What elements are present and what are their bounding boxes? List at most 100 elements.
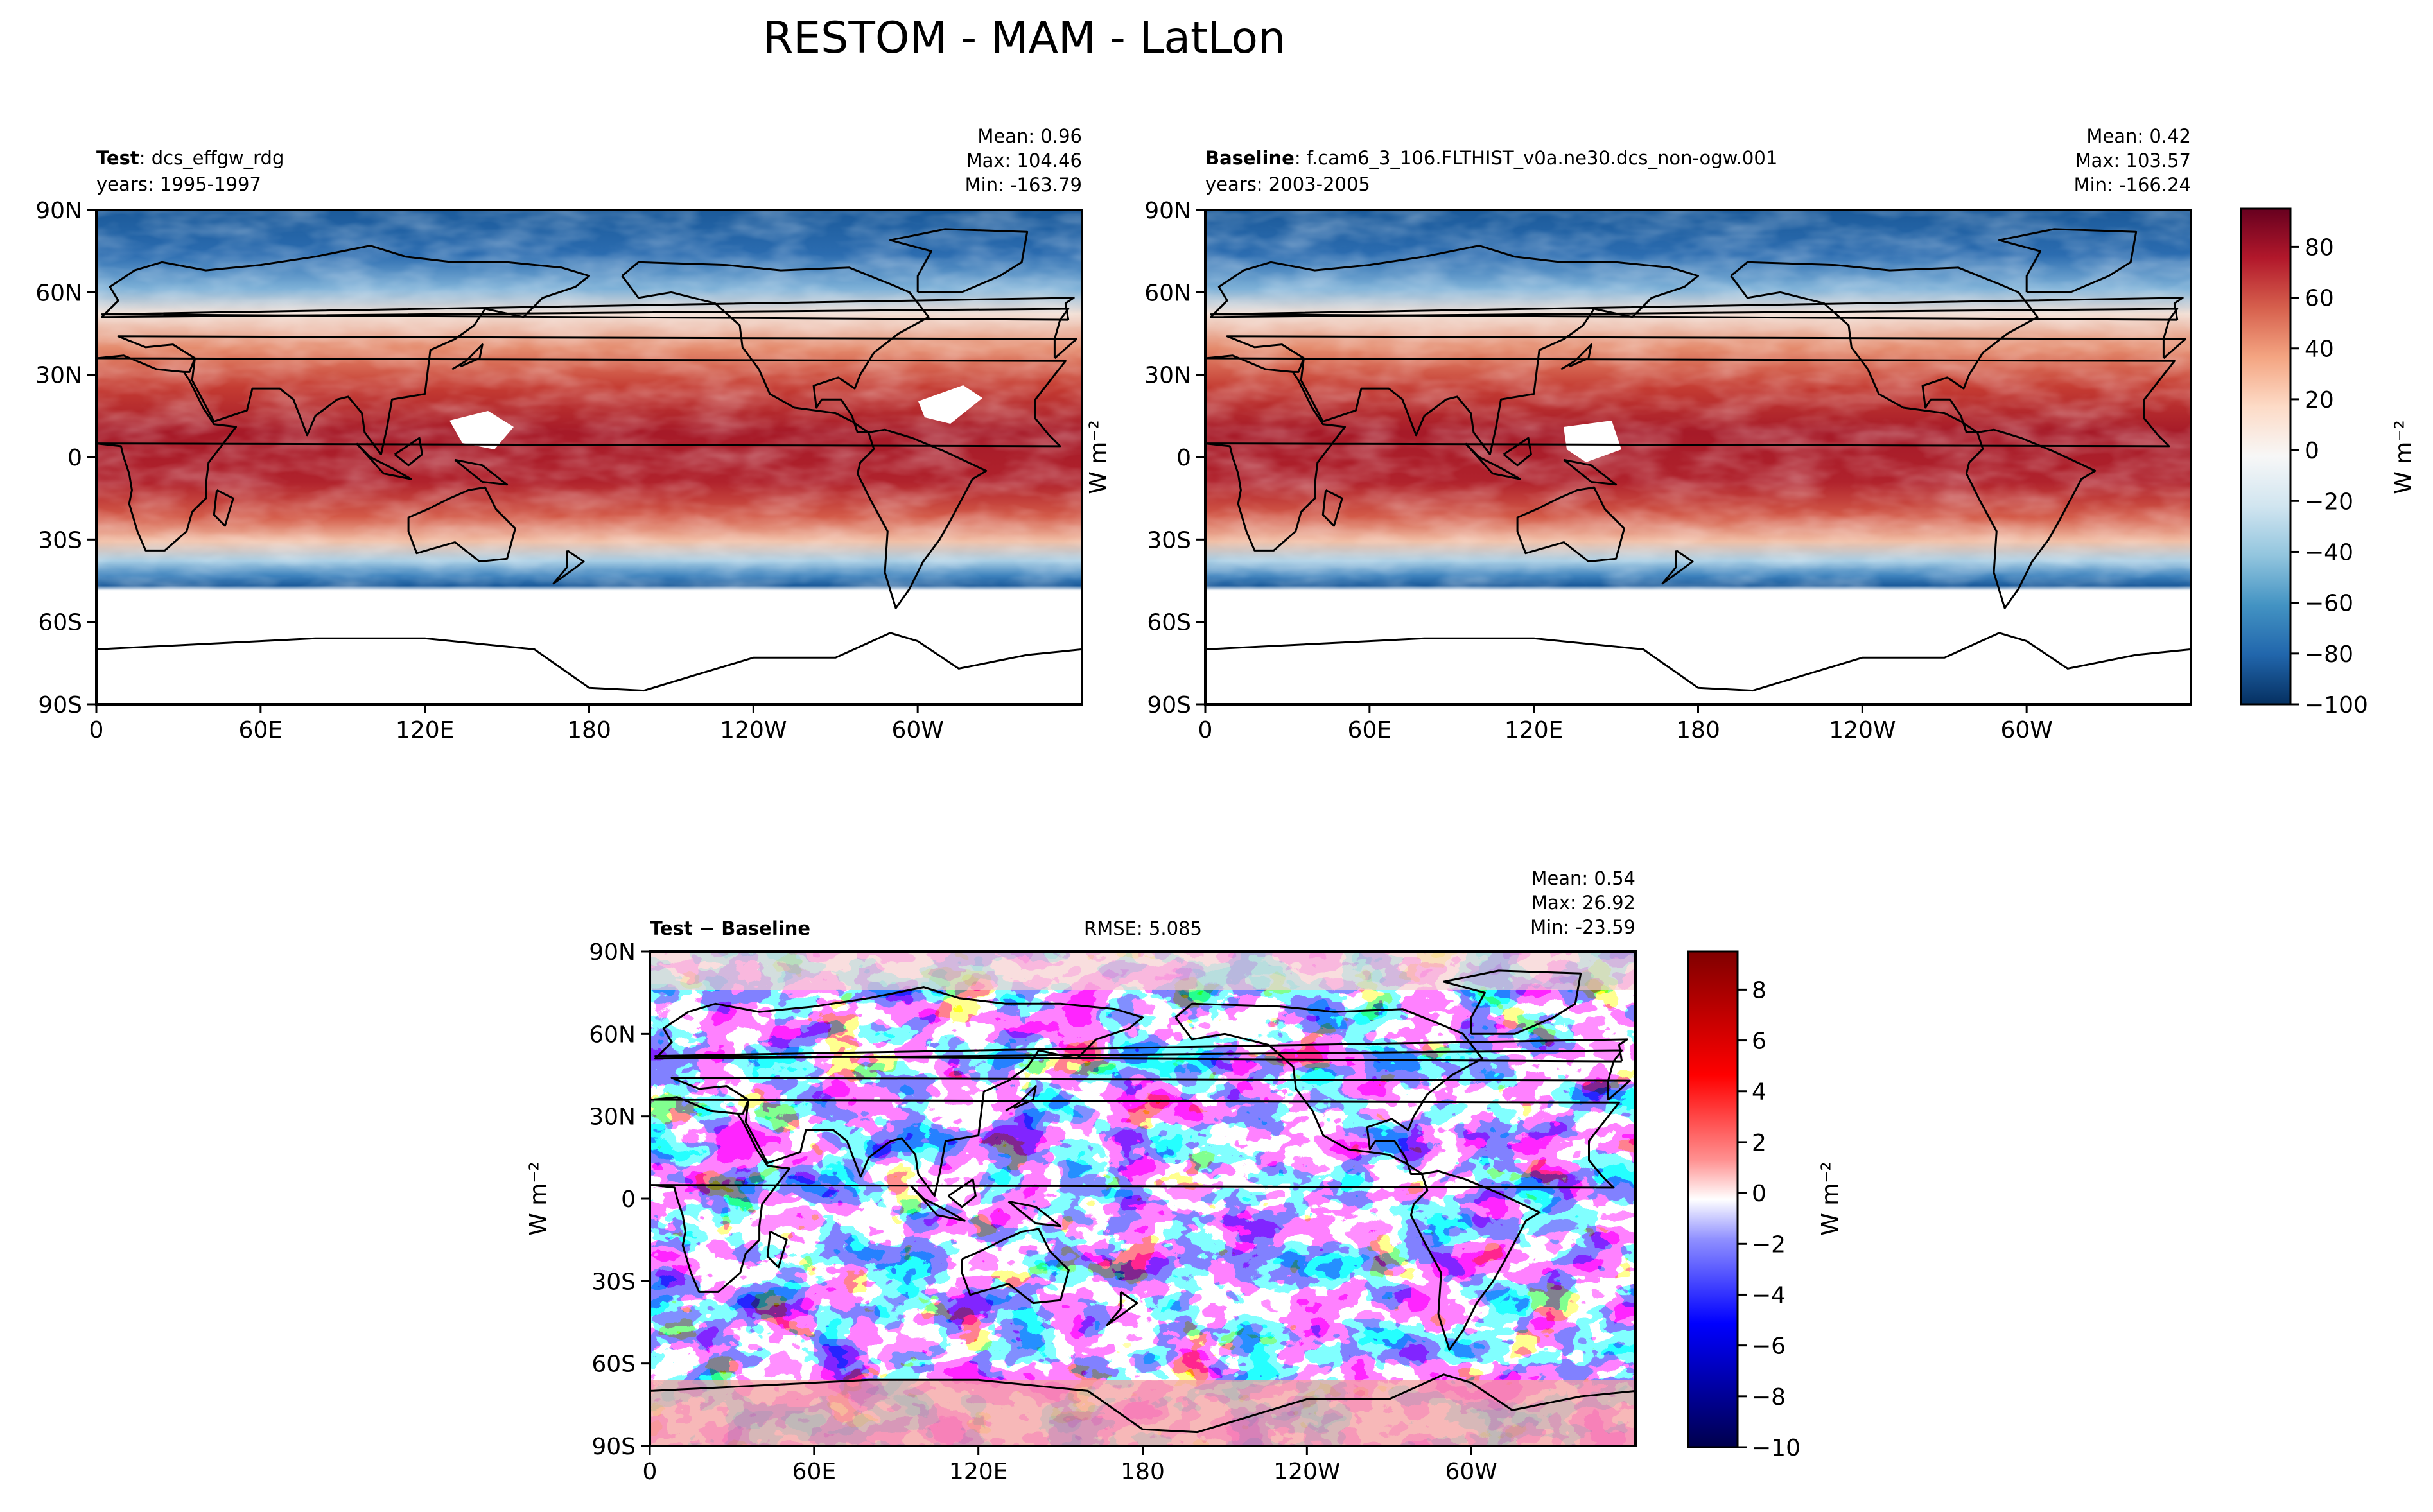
diff-colorbar-units: W m⁻²	[1817, 1161, 1844, 1236]
colorbar-tick-label: −100	[2305, 692, 2368, 718]
y-tick-label: 30S	[38, 527, 82, 553]
coastline	[96, 632, 1083, 692]
colorbar-tick-label: 2	[1752, 1130, 1766, 1156]
y-tick-label: 90S	[1147, 692, 1191, 718]
baseline-mean: Mean: 0.42	[2086, 125, 2191, 147]
figure-title: RESTOM - MAM - LatLon	[763, 13, 1286, 64]
diff-panel: Test − Baseline RMSE: 5.085 Mean: 0.54 M…	[525, 867, 1637, 1485]
x-tick-label: 60E	[792, 1459, 837, 1485]
coastline	[1321, 489, 1343, 527]
y-tick-label: 90S	[591, 1434, 636, 1460]
x-tick-label: 60W	[891, 717, 943, 743]
colorbar-tick-label: −8	[1752, 1384, 1786, 1411]
x-tick-label: 0	[89, 717, 104, 743]
colorbar-tick-label: 60	[2305, 286, 2334, 312]
y-tick-label: 90N	[589, 939, 636, 966]
diff-min: Min: -23.59	[1530, 916, 1635, 938]
colorbar-tick-label: −20	[2305, 489, 2353, 515]
diff-map-field	[650, 952, 1635, 1446]
coastline	[394, 437, 423, 467]
coastline	[909, 1184, 966, 1222]
x-tick-label: 120W	[1273, 1459, 1340, 1485]
x-tick-label: 180	[1676, 717, 1720, 743]
y-tick-label: 90N	[35, 198, 82, 224]
y-tick-label: 30N	[1144, 363, 1191, 389]
coastline	[1965, 428, 2097, 609]
coastline	[407, 486, 516, 563]
baseline-coastlines	[1204, 228, 2192, 692]
test-years: years: 1995-1997	[96, 173, 261, 195]
colorbar-tick-label: 8	[1752, 977, 1766, 1004]
coastline	[95, 335, 1077, 552]
x-tick-label: 60W	[2000, 717, 2052, 743]
coastline	[1443, 969, 1582, 1035]
coastline	[1563, 458, 1618, 486]
baseline-years: years: 2003-2005	[1205, 173, 1370, 195]
y-tick-label: 60N	[589, 1021, 636, 1048]
main-units-left: W m⁻²	[1085, 420, 1112, 494]
coastline	[961, 1228, 1070, 1305]
colorbar-tick-label: 0	[1752, 1181, 1766, 1207]
diff-mean: Mean: 0.54	[1531, 867, 1635, 889]
x-tick-label: 60E	[1348, 717, 1392, 743]
x-tick-label: 120E	[1504, 717, 1563, 743]
test-panel: Test: dcs_effgw_rdg years: 1995-1997 Mea…	[35, 125, 1083, 743]
coastline	[1409, 1170, 1541, 1351]
y-tick-label: 30S	[591, 1269, 636, 1295]
y-tick-label: 90S	[38, 692, 82, 718]
x-tick-label: 120W	[720, 717, 787, 743]
test-label: Test: dcs_effgw_rdg	[96, 147, 284, 169]
main-colorbar-units: W m⁻²	[2391, 420, 2417, 494]
x-tick-label: 0	[1198, 717, 1213, 743]
coastline	[766, 1230, 788, 1269]
diff-label: Test − Baseline	[650, 917, 810, 939]
y-tick-label: 30S	[1147, 527, 1191, 553]
diff-colorbar: 8 6 4 2 0 −2 −4 −6 −8 −10 W m⁻²	[1687, 950, 1844, 1461]
x-tick-label: 0	[643, 1459, 658, 1485]
test-max: Max: 104.46	[966, 150, 1082, 171]
baseline-map-field	[1205, 210, 2191, 704]
coastline	[454, 458, 509, 486]
x-tick-label: 120E	[396, 717, 454, 743]
colorbar-tick-label: −40	[2305, 539, 2353, 566]
main-colorbar: 80 60 40 20 0 −20 −40 −60 −80 −100 W m⁻²	[2240, 207, 2417, 718]
coastline	[552, 550, 585, 585]
y-tick-label: 60N	[1144, 280, 1191, 306]
diff-units-left: W m⁻²	[525, 1161, 552, 1236]
diff-max: Max: 26.92	[1531, 892, 1635, 914]
test-map-field	[96, 210, 1082, 704]
coastline	[1174, 1002, 1483, 1175]
missing-patch	[449, 411, 514, 449]
y-tick-label: 0	[1176, 445, 1191, 471]
test-min: Min: -163.79	[965, 174, 1082, 196]
baseline-panel: Baseline: f.cam6_3_106.FLTHIST_v0a.ne30.…	[1085, 125, 2192, 743]
y-tick-label: 0	[67, 445, 82, 471]
colorbar-tick-label: −4	[1752, 1282, 1786, 1308]
diff-colorbar-scale	[1687, 950, 1739, 1448]
y-tick-label: 60S	[1147, 610, 1191, 636]
colorbar-tick-label: 4	[1752, 1079, 1766, 1106]
coastline	[1661, 550, 1694, 585]
coastline	[947, 1178, 977, 1208]
y-tick-label: 30N	[589, 1104, 636, 1131]
coastline	[355, 442, 412, 480]
coastline	[1464, 442, 1521, 480]
x-tick-label: 60E	[239, 717, 283, 743]
colorbar-tick-label: −60	[2305, 591, 2353, 617]
colorbar-tick-label: 80	[2305, 234, 2334, 261]
colorbar-tick-label: 0	[2305, 438, 2319, 464]
colorbar-tick-label: −10	[1752, 1435, 1801, 1461]
coastline	[1503, 437, 1532, 467]
diff-coastlines	[649, 969, 1636, 1434]
coastline	[1210, 297, 2184, 321]
coastline	[856, 428, 988, 609]
x-tick-label: 180	[1121, 1459, 1165, 1485]
x-tick-label: 180	[567, 717, 611, 743]
baseline-label: Baseline: f.cam6_3_106.FLTHIST_v0a.ne30.…	[1205, 147, 1777, 169]
coastline	[649, 1373, 1636, 1434]
y-tick-label: 60N	[35, 280, 82, 306]
coastline	[1204, 335, 2186, 552]
coastline	[649, 1077, 1631, 1293]
coastline	[1730, 261, 2039, 433]
